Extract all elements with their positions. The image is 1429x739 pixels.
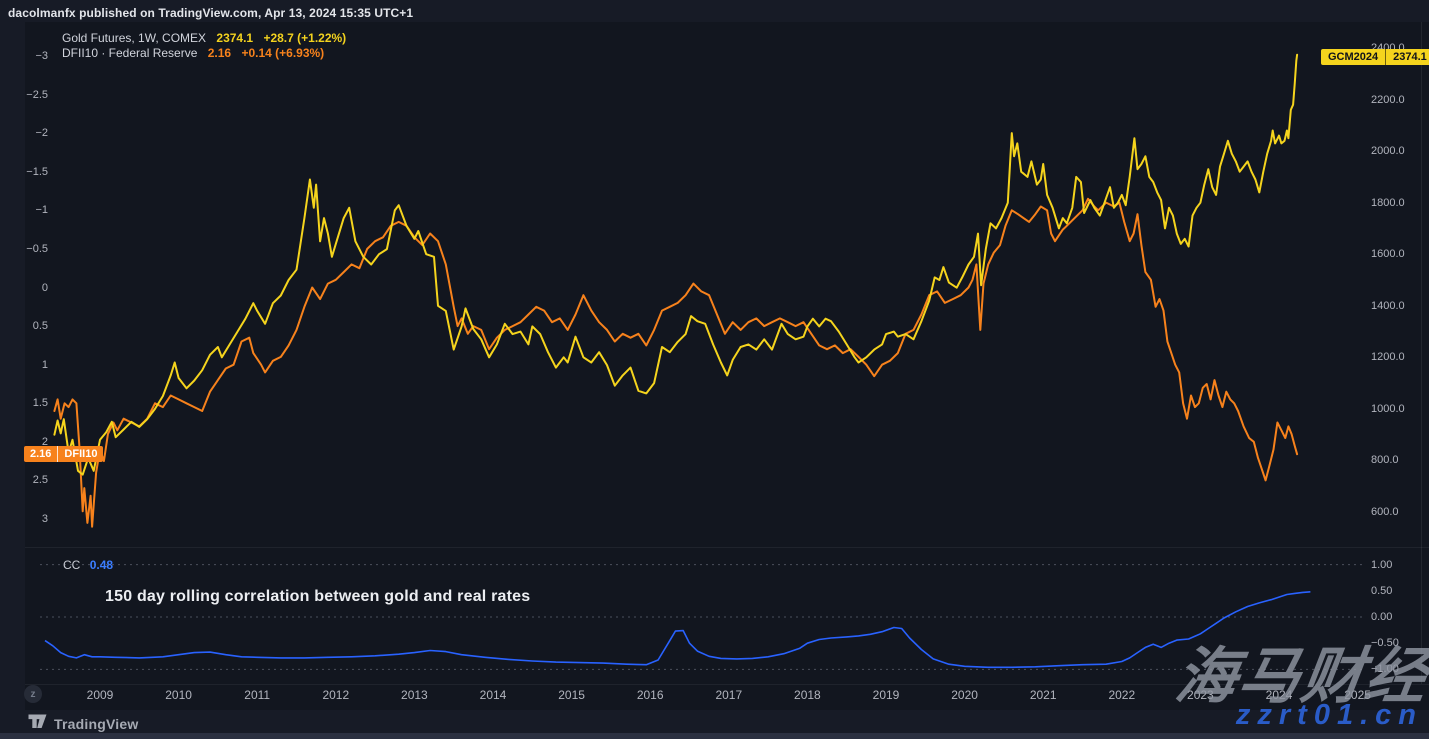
year-label: 2017 — [715, 688, 743, 702]
gold-line — [53, 53, 1299, 476]
attribution-text: dacolmanfx published on TradingView.com,… — [8, 6, 414, 20]
left-axis-tick: −3 — [35, 50, 48, 62]
price-scale-border — [1421, 22, 1422, 684]
year-label: 2023 — [1187, 688, 1214, 702]
left-axis-tick: −0.5 — [26, 242, 48, 255]
cc-axis-tick: 0.50 — [1371, 584, 1393, 597]
left-axis-tick: 2.5 — [32, 474, 48, 487]
year-label: 2016 — [636, 688, 664, 702]
right-axis-tick: 2000.0 — [1371, 145, 1405, 158]
right-axis-tick: 1800.0 — [1371, 196, 1405, 209]
left-gutter — [0, 22, 25, 710]
year-label: 2019 — [872, 688, 900, 702]
legend-row-gold[interactable]: Gold Futures, 1W, COMEX 2374.1 +28.7 (+1… — [62, 31, 346, 45]
left-axis-tick: 1 — [41, 358, 48, 371]
left-axis-tick: −1.5 — [26, 165, 48, 178]
cc-gridlines — [40, 564, 1365, 670]
dfii10-symbol-title: DFII10 · Federal Reserve — [62, 46, 198, 60]
left-axis-tick: −2.5 — [26, 88, 48, 101]
year-label: 2013 — [401, 688, 428, 702]
watermark-url: zzrt01.cn — [1235, 699, 1423, 731]
timezone-button[interactable]: z — [24, 685, 42, 703]
gold-change: +28.7 (+1.22%) — [263, 31, 347, 45]
cc-indicator-name: CC — [63, 558, 81, 572]
cc-annotation-title: 150 day rolling correlation between gold… — [105, 588, 531, 605]
left-axis-tick: 2 — [41, 435, 48, 448]
year-label: 2012 — [322, 688, 350, 702]
tradingview-logo-text: TradingView — [54, 716, 139, 732]
year-label: 2009 — [86, 688, 114, 702]
left-axis-tick: −1 — [35, 204, 48, 217]
right-axis-tick: 1200.0 — [1371, 351, 1405, 364]
right-axis-tick: 1600.0 — [1371, 248, 1405, 261]
dfii10-price-value: 2.16 — [30, 448, 52, 460]
left-axis-tick: 3 — [41, 513, 48, 525]
cc-indicator-legend[interactable]: CC 0.48 — [63, 558, 113, 572]
correlation-line — [44, 591, 1311, 669]
cc-indicator-value: 0.48 — [89, 558, 114, 572]
year-label: 2015 — [558, 688, 585, 702]
pane-separator[interactable] — [25, 547, 1429, 548]
cc-axis-tick: 1.00 — [1371, 558, 1393, 571]
right-axis-tick: 1400.0 — [1371, 299, 1405, 312]
dfii10-price-label[interactable]: 2.16 DFII10 — [24, 446, 104, 462]
year-label: 2011 — [244, 688, 271, 702]
legend-row-dfii10[interactable]: DFII10 · Federal Reserve 2.16 +0.14 (+6.… — [62, 46, 324, 60]
right-axis-tick: 600.0 — [1371, 506, 1399, 518]
year-label: 2022 — [1108, 688, 1136, 702]
dfii10-ticker: DFII10 — [57, 446, 103, 462]
gold-ticker: GCM2024 — [1328, 51, 1379, 63]
year-label: 2014 — [479, 688, 507, 702]
year-label: 2010 — [165, 688, 192, 702]
right-axis-tick: 2200.0 — [1371, 93, 1405, 106]
year-label: 2020 — [951, 688, 978, 702]
tradingview-logo-icon — [28, 714, 47, 734]
left-axis-tick: 0.5 — [32, 320, 48, 333]
dfii10-last-value: 2.16 — [207, 46, 232, 60]
dfii10-line — [53, 197, 1299, 528]
gold-symbol-title: Gold Futures, 1W, COMEX — [62, 31, 207, 45]
year-label: 2018 — [794, 688, 821, 702]
year-label: 2024 — [1265, 688, 1293, 702]
year-label: 2021 — [1029, 688, 1057, 702]
gold-last-value: 2374.1 — [216, 31, 254, 45]
right-axis-tick: 800.0 — [1371, 454, 1399, 467]
time-axis-separator — [25, 684, 1429, 685]
gold-price-label[interactable]: GCM2024 2374.1 — [1321, 49, 1429, 65]
right-axis-tick: 1000.0 — [1371, 402, 1405, 415]
bottom-strip — [0, 733, 1429, 739]
cc-axis-tick: 0.00 — [1371, 611, 1393, 623]
cc-axis-tick: −0.50 — [1371, 637, 1399, 650]
left-axis-tick: 1.5 — [32, 397, 48, 410]
left-axis-tick: 0 — [41, 281, 48, 294]
dfii10-change: +0.14 (+6.93%) — [241, 46, 325, 60]
chart-region[interactable] — [25, 22, 1429, 710]
tradingview-logo[interactable]: TradingView — [28, 714, 138, 734]
cc-axis-tick: −1.00 — [1371, 663, 1399, 676]
gold-price-value: 2374.1 — [1385, 49, 1429, 65]
left-axis-tick: −2 — [35, 127, 48, 140]
year-label: 2025 — [1344, 688, 1371, 702]
